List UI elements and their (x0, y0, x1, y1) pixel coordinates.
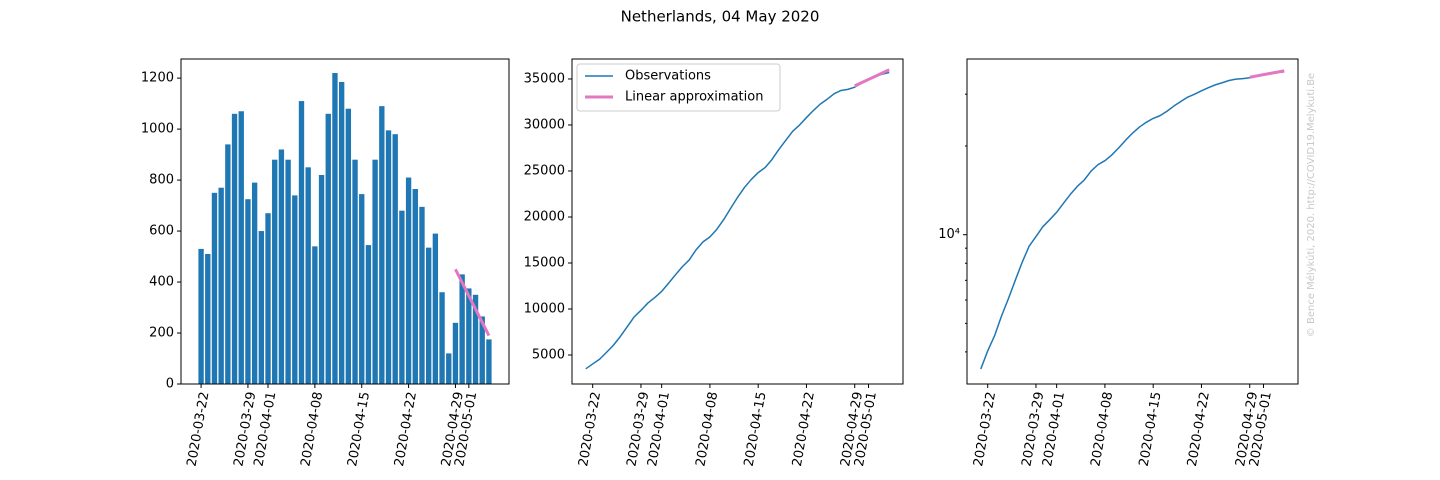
axes-frame (180, 58, 510, 385)
bar (439, 292, 445, 384)
y-tick-label: 1000 (141, 122, 174, 137)
legend-label: Linear approximation (625, 90, 763, 105)
y-tick-label: 0 (166, 377, 174, 392)
bar (211, 192, 218, 384)
bar (352, 159, 358, 384)
bar (265, 213, 271, 384)
bar (472, 294, 479, 384)
bar (399, 210, 405, 384)
bar (325, 113, 331, 384)
bar (205, 254, 211, 384)
bar (466, 288, 472, 384)
bar (285, 159, 291, 384)
axes-frame (966, 58, 1299, 385)
bar (292, 195, 298, 384)
bar (278, 149, 285, 384)
legend-label: Observations (625, 69, 711, 84)
legend: Observations Linear approximation (576, 63, 781, 112)
y-tick-label: 1200 (141, 71, 174, 86)
bar (345, 108, 352, 384)
bar (392, 134, 398, 384)
y-tick-label: 25000 (524, 163, 565, 178)
plot-area (980, 69, 1285, 370)
y-tick-label: 15000 (524, 255, 565, 270)
y-tick-label: 200 (149, 326, 174, 341)
y-tick-label: 800 (149, 173, 174, 188)
bar (365, 245, 372, 384)
bar (486, 339, 492, 384)
y-tick-label: 10000 (524, 302, 565, 317)
bar (405, 177, 412, 384)
bar (412, 189, 418, 384)
bar (425, 247, 432, 384)
bar (318, 174, 325, 384)
bar (238, 111, 244, 384)
y-tick-label: 35000 (524, 71, 565, 86)
y-tick-label: 600 (149, 224, 174, 239)
bar (258, 231, 265, 384)
bar (379, 106, 385, 384)
bar (231, 113, 238, 384)
bar (198, 248, 204, 384)
figure-title: Netherlands, 04 May 2020 (621, 8, 820, 26)
bar (305, 167, 311, 384)
credit: © Bence Mélykúti, 2020. http://COVID19.M… (1305, 73, 1317, 337)
series-line (854, 68, 890, 88)
bar (385, 130, 392, 384)
axes-frame (571, 58, 904, 385)
bar (298, 101, 305, 384)
plot-area (585, 68, 890, 370)
y-tick-label: 30000 (524, 117, 565, 132)
bar (459, 274, 465, 384)
y-tick-label: 20000 (524, 209, 565, 224)
y-tick-label: 400 (149, 275, 174, 290)
legend-box (576, 63, 781, 112)
bar (432, 233, 439, 384)
bar (452, 322, 459, 384)
series-line (585, 71, 890, 370)
bar (272, 159, 278, 384)
bar (332, 73, 338, 384)
y-tick-label: 10⁴ (938, 227, 960, 242)
plot-area (198, 73, 492, 384)
bar (359, 194, 365, 384)
y-tick-label: 5000 (532, 348, 565, 363)
series-line (980, 71, 1285, 370)
series-line (1249, 69, 1285, 79)
bar (218, 187, 224, 384)
bar (225, 144, 231, 384)
bar (251, 182, 258, 384)
approximation-line (454, 268, 491, 337)
bar (372, 159, 378, 384)
bar (245, 199, 251, 384)
bar (479, 316, 485, 384)
bar (338, 81, 345, 384)
bar (312, 246, 318, 384)
bar (419, 206, 425, 384)
bar (446, 353, 452, 384)
